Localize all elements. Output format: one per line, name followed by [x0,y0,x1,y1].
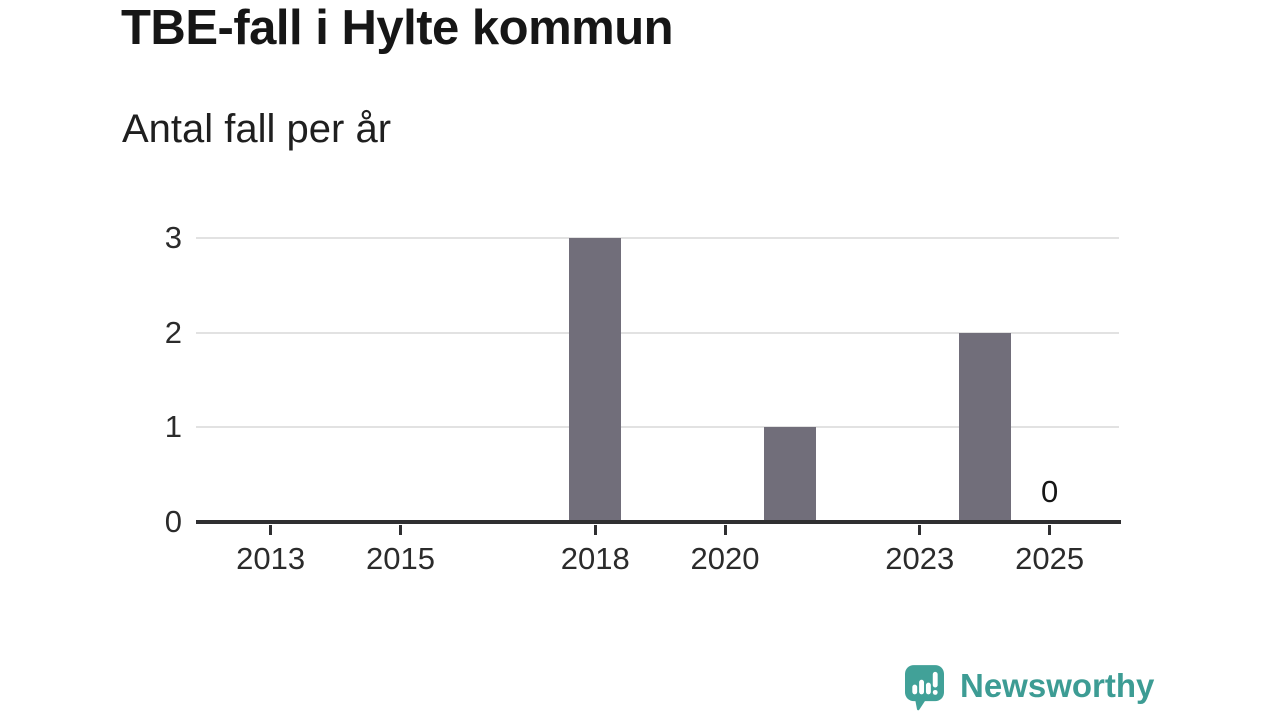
chart-title: TBE-fall i Hylte kommun [121,1,674,55]
x-axis-tick-label: 2025 [1015,541,1085,576]
x-axis-tick-label: 2013 [236,541,306,576]
y-axis-tick-label: 2 [164,314,182,350]
y-axis-tick-label: 1 [164,409,182,445]
logo-exclamation-dot [932,689,938,695]
logo-exclamation-stem [932,671,938,688]
x-axis-tick [593,525,597,535]
x-axis-tick [723,525,727,535]
logo-bar-3 [925,682,931,695]
value-label: 0 [1040,474,1059,509]
gridline [196,237,1119,239]
logo-bar-1 [912,684,918,695]
plot-area: 0 1 2 3 2013 2015 2018 2020 2023 2025 0 [165,221,1121,576]
chart-subtitle: Antal fall per år [122,107,392,151]
x-axis-tick [269,525,273,535]
newsworthy-logo-icon [905,665,944,711]
x-axis-tick-label: 2020 [690,541,760,576]
bar [569,238,622,522]
x-axis-tick-label: 2023 [885,541,955,576]
bar [958,332,1011,522]
x-axis-tick [1048,525,1052,535]
x-axis-tick-label: 2018 [560,541,630,576]
y-axis-tick-label: 3 [164,220,182,255]
bar [763,427,816,522]
logo-bubble-tail [914,697,928,711]
gridline [196,331,1119,334]
x-axis-tick [398,525,402,535]
x-axis-line [196,520,1121,524]
logo-bar-2 [919,679,925,695]
y-axis-tick-label: 0 [164,504,182,539]
gridline [196,426,1119,429]
brand-name: Newsworthy [960,667,1155,704]
logo-bubble [905,665,944,702]
x-axis-tick-label: 2015 [365,541,435,576]
x-axis-tick [918,525,922,535]
brand-logo: Newsworthy [905,665,1154,712]
